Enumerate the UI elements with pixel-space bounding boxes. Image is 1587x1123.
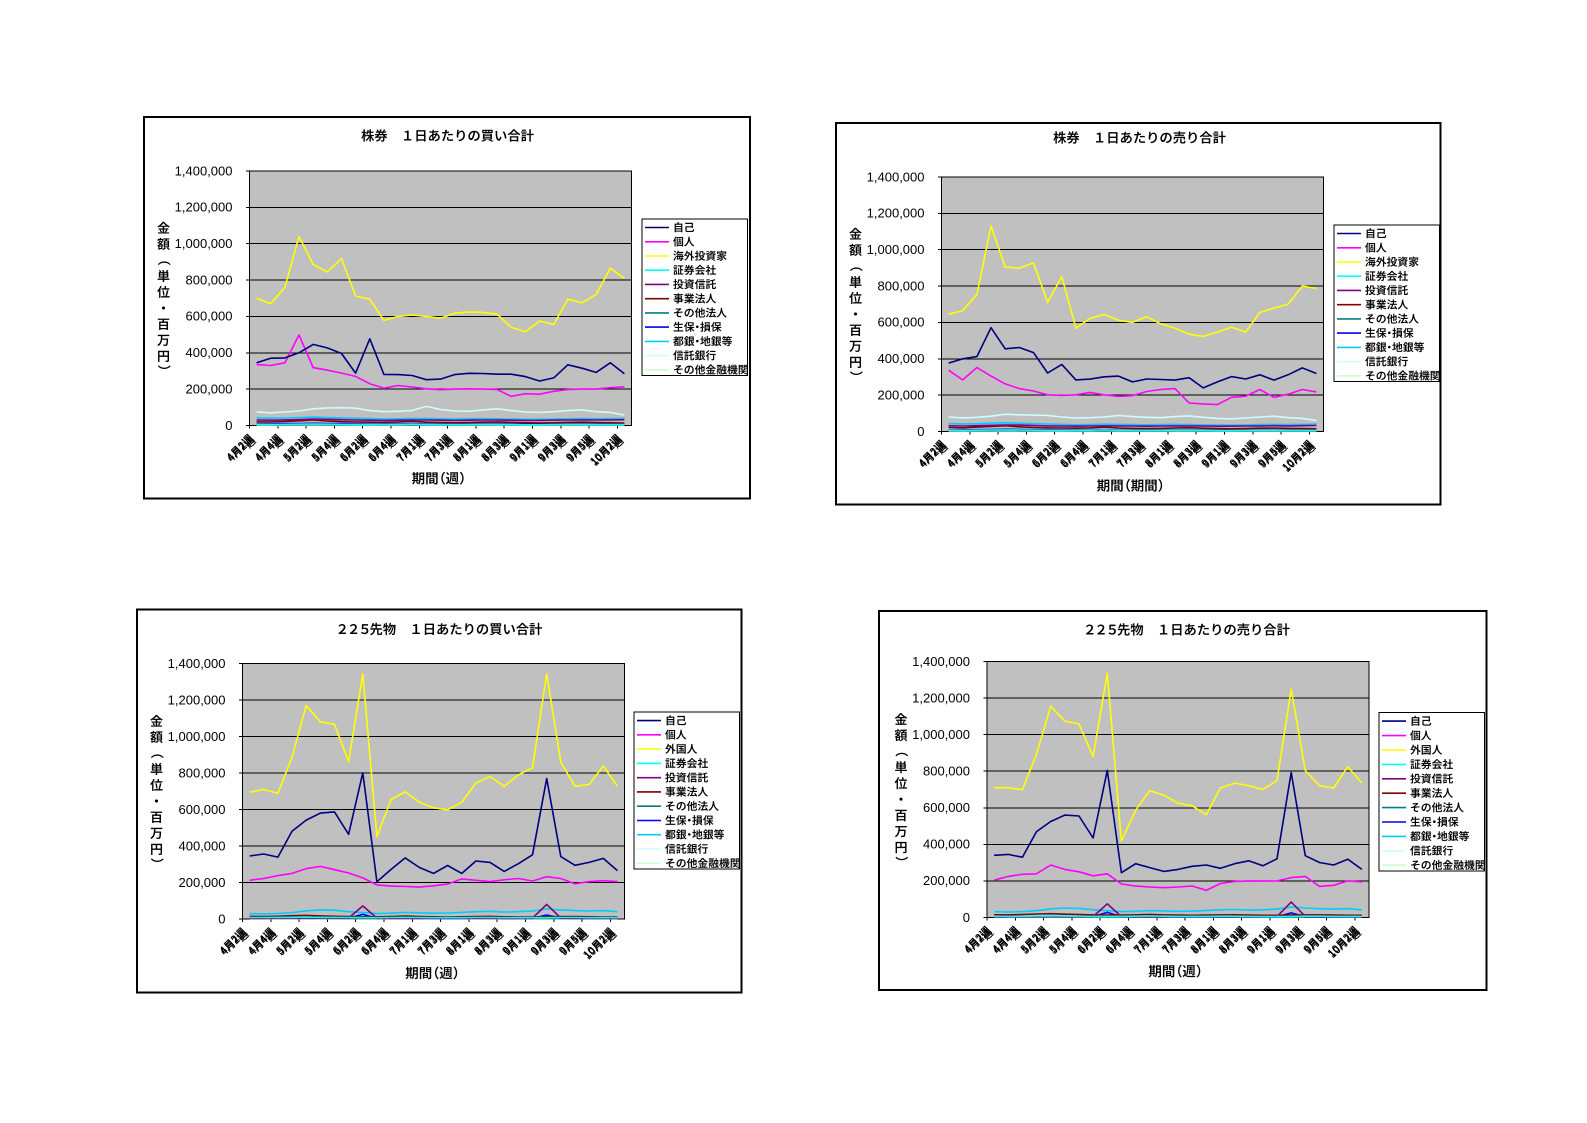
svg-text:600,000: 600,000 — [878, 315, 925, 330]
svg-text:0: 0 — [218, 911, 225, 926]
svg-text:600,000: 600,000 — [186, 309, 233, 324]
svg-text:1,200,000: 1,200,000 — [175, 200, 233, 215]
svg-text:400,000: 400,000 — [878, 351, 925, 366]
svg-text:400,000: 400,000 — [186, 345, 233, 360]
svg-text:200,000: 200,000 — [186, 381, 233, 396]
svg-text:200,000: 200,000 — [923, 873, 970, 888]
svg-text:200,000: 200,000 — [179, 875, 226, 890]
svg-text:0: 0 — [917, 424, 924, 439]
svg-text:0: 0 — [963, 910, 970, 925]
svg-text:800,000: 800,000 — [878, 278, 925, 293]
svg-text:1,200,000: 1,200,000 — [867, 206, 925, 221]
svg-text:1,200,000: 1,200,000 — [912, 690, 970, 705]
svg-text:1,400,000: 1,400,000 — [168, 656, 226, 671]
svg-text:0: 0 — [225, 418, 232, 433]
svg-text:600,000: 600,000 — [179, 802, 226, 817]
svg-text:1,000,000: 1,000,000 — [168, 729, 226, 744]
svg-text:800,000: 800,000 — [186, 272, 233, 287]
svg-text:1,000,000: 1,000,000 — [912, 727, 970, 742]
svg-text:400,000: 400,000 — [923, 837, 970, 852]
svg-text:200,000: 200,000 — [878, 387, 925, 402]
svg-text:1,000,000: 1,000,000 — [867, 242, 925, 257]
svg-text:1,000,000: 1,000,000 — [175, 236, 233, 251]
svg-text:600,000: 600,000 — [923, 800, 970, 815]
svg-text:800,000: 800,000 — [923, 764, 970, 779]
svg-text:1,400,000: 1,400,000 — [175, 163, 233, 178]
svg-text:1,200,000: 1,200,000 — [168, 692, 226, 707]
svg-text:1,400,000: 1,400,000 — [867, 169, 925, 184]
svg-text:800,000: 800,000 — [179, 765, 226, 780]
svg-text:400,000: 400,000 — [179, 838, 226, 853]
svg-text:1,400,000: 1,400,000 — [912, 654, 970, 669]
